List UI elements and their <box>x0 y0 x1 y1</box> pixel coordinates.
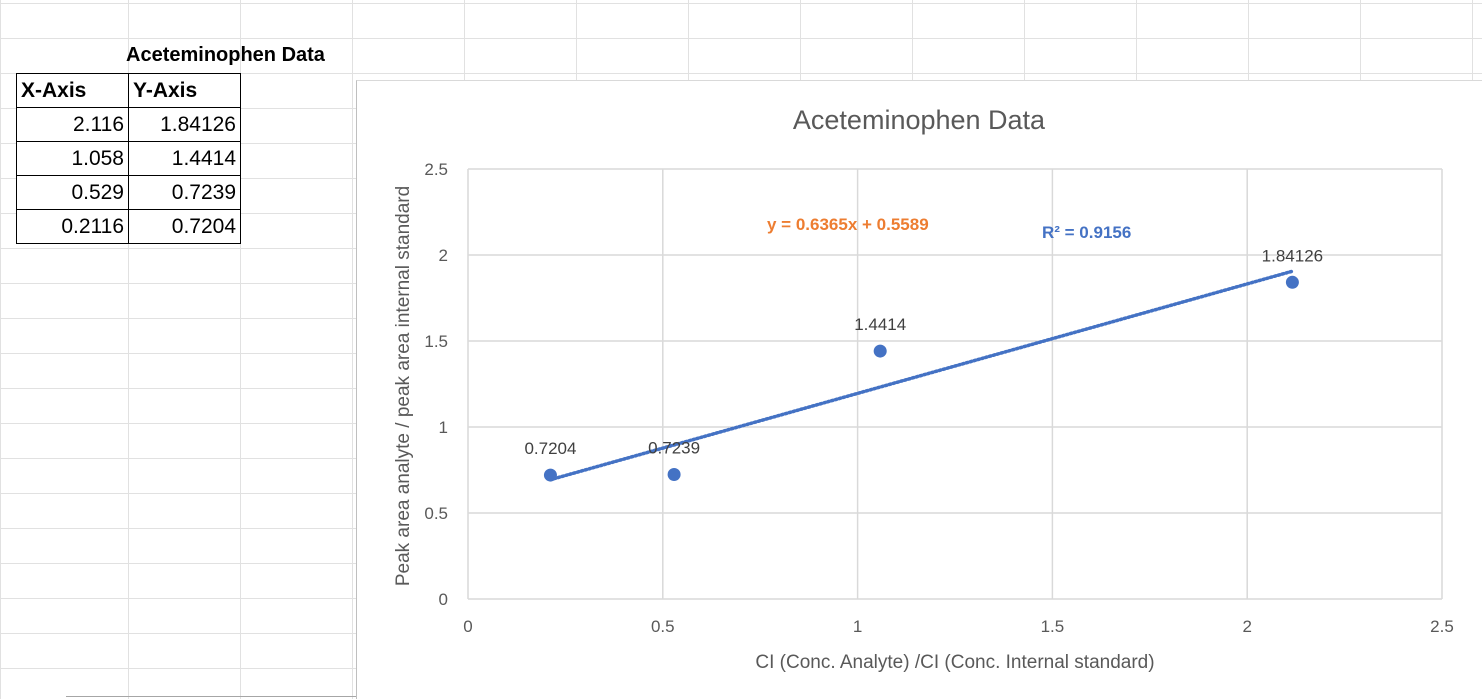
y-tick-label: 2 <box>439 246 448 265</box>
table-cell[interactable]: 2.116 <box>16 107 129 142</box>
tick-labels: 0 0.5 1 1.5 2 2.5 0 0.5 1 1.5 2 2.5 <box>424 160 1453 636</box>
y-tick-label: 0.5 <box>424 504 448 523</box>
x-tick-label: 0 <box>463 617 472 636</box>
trendline-equation[interactable]: y = 0.6365x + 0.5589 <box>767 215 929 234</box>
table-row: 0.2116 0.7204 <box>16 209 241 244</box>
chart-title[interactable]: Aceteminophen Data <box>793 105 1046 135</box>
x-tick-label: 2 <box>1242 617 1251 636</box>
trendline <box>548 269 1295 482</box>
table-cell[interactable]: 0.529 <box>16 175 129 210</box>
data-labels: 1.84126 1.4414 0.7239 0.7204 <box>524 246 1323 458</box>
table-row: 2.116 1.84126 <box>16 107 241 142</box>
data-point[interactable] <box>667 467 681 481</box>
x-tick-label: 1 <box>853 617 862 636</box>
table-cell[interactable]: 0.7204 <box>128 209 241 244</box>
chart-area[interactable]: 1.84126 1.4414 0.7239 0.7204 0 0.5 1 1.5 2 2.5 0 0… <box>356 80 1482 699</box>
y-axis-title[interactable]: Peak area analyte / peak area internal s… <box>393 186 414 586</box>
trendline-layer <box>548 269 1295 482</box>
gridlines <box>467 168 1443 600</box>
table-cell[interactable]: 1.058 <box>16 141 129 176</box>
table-cell[interactable]: 1.84126 <box>128 107 241 142</box>
y-tick-label: 1.5 <box>424 332 448 351</box>
column-header-x[interactable]: X-Axis <box>16 73 129 108</box>
data-points <box>543 275 1299 482</box>
x-axis-title[interactable]: CI (Conc. Analyte) /CI (Conc. Internal s… <box>755 652 1154 673</box>
y-tick-label: 1 <box>439 418 448 437</box>
column-header-y[interactable]: Y-Axis <box>128 73 241 108</box>
data-label: 0.7204 <box>524 439 576 458</box>
table-header-row: X-Axis Y-Axis <box>16 73 241 108</box>
data-table: X-Axis Y-Axis 2.116 1.84126 1.058 1.4414… <box>16 73 241 244</box>
sheet-divider <box>66 696 356 697</box>
x-tick-label: 2.5 <box>1430 617 1454 636</box>
data-point[interactable] <box>1285 275 1299 289</box>
y-tick-label: 0 <box>439 590 448 609</box>
table-row: 0.529 0.7239 <box>16 175 241 210</box>
data-point[interactable] <box>543 468 557 482</box>
sheet-title: Aceteminophen Data <box>126 44 325 66</box>
data-point[interactable] <box>873 344 887 358</box>
table-cell[interactable]: 0.7239 <box>128 175 241 210</box>
x-tick-label: 0.5 <box>651 617 675 636</box>
y-tick-label: 2.5 <box>424 160 448 179</box>
data-label: 1.4414 <box>854 315 906 334</box>
data-label: 1.84126 <box>1262 246 1323 265</box>
x-tick-label: 1.5 <box>1041 617 1065 636</box>
table-cell[interactable]: 0.2116 <box>16 209 129 244</box>
data-label: 0.7239 <box>648 438 700 457</box>
table-cell[interactable]: 1.4414 <box>128 141 241 176</box>
table-row: 1.058 1.4414 <box>16 141 241 176</box>
trendline-r-squared[interactable]: R² = 0.9156 <box>1042 223 1131 242</box>
